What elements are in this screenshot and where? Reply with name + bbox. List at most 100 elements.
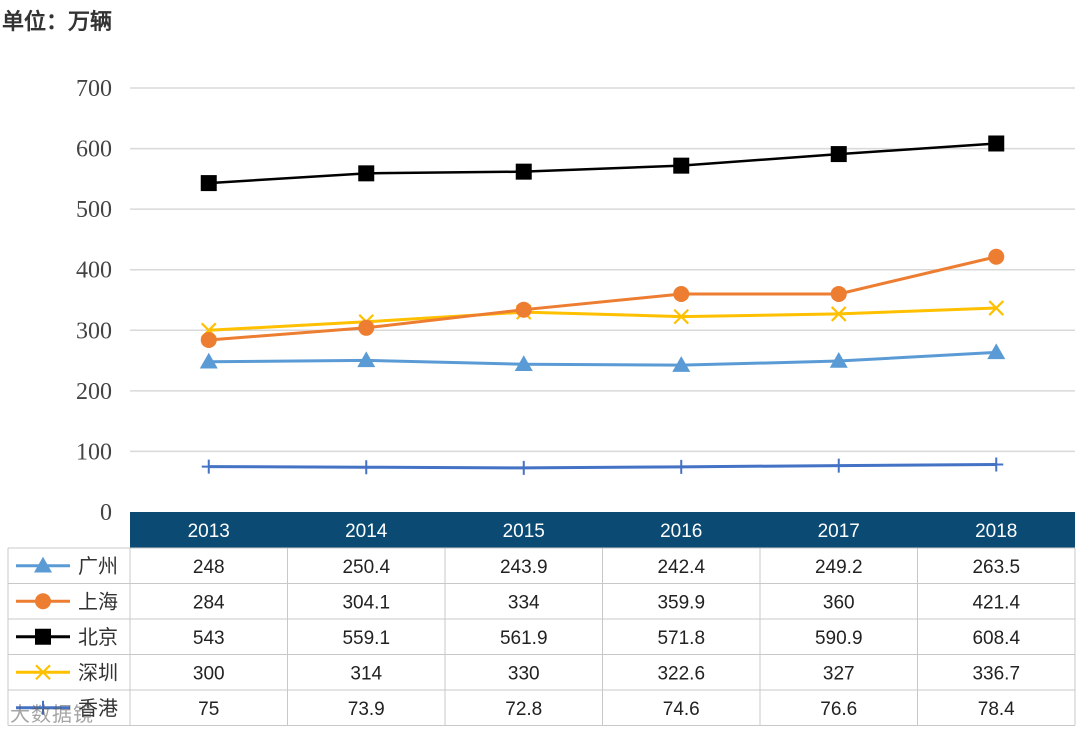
table-row: 上海 284 304.1 334 359.9 360 421.4 [16, 589, 1020, 613]
data-point [515, 163, 532, 180]
table-cell-value: 559.1 [342, 628, 390, 649]
table-cell-value: 248 [193, 557, 225, 578]
table-cell-value: 421.4 [972, 592, 1020, 613]
data-point [36, 700, 50, 715]
data-point [514, 355, 533, 372]
data-point [830, 146, 847, 163]
table-cell-value: 336.7 [972, 663, 1020, 684]
legend-series-name: 深圳 [78, 660, 118, 684]
series-line [208, 142, 997, 185]
data-point [35, 628, 51, 645]
data-point [516, 460, 531, 475]
x-category-label: 2018 [975, 521, 1017, 542]
series-line [208, 306, 997, 332]
table-row: 深圳 300 314 330 322.6 327 336.7 [16, 660, 1020, 684]
legend-series-name: 北京 [78, 625, 118, 649]
data-table: 2013 2014 2015 2016 2017 2018 广州 248 250.4 243.9 2… [7, 512, 1076, 726]
table-cell-value: 284 [193, 592, 225, 613]
table-cell-value: 334 [508, 592, 540, 613]
data-point [672, 356, 691, 372]
series-0 [199, 343, 1006, 372]
data-point [989, 457, 1004, 472]
data-point [987, 343, 1006, 360]
table-cell-value: 78.4 [978, 699, 1015, 720]
y-tick-label: 400 [76, 258, 112, 284]
table-cell-value: 243.9 [500, 557, 548, 578]
table-cell-value: 75 [198, 699, 219, 720]
table-cell-value: 250.4 [342, 557, 390, 578]
series-line [208, 350, 997, 367]
data-point [988, 248, 1005, 265]
table-cell-value: 242.4 [657, 557, 705, 578]
data-point [830, 306, 847, 322]
data-point [201, 459, 216, 474]
table-cell-value: 608.4 [972, 628, 1020, 649]
table-cell-value: 543 [193, 628, 225, 649]
y-tick-label: 500 [76, 197, 112, 223]
x-category-label: 2016 [660, 521, 702, 542]
data-point [35, 664, 51, 681]
data-point [35, 593, 51, 610]
series-line [208, 255, 997, 342]
table-cell-value: 72.8 [505, 699, 542, 720]
data-point [359, 460, 374, 475]
legend-series-name: 上海 [78, 589, 118, 613]
table-cell-value: 360 [823, 592, 855, 613]
table-row: 北京 543 559.1 561.9 571.8 590.9 608.4 [16, 625, 1020, 649]
table-cell-value: 571.8 [657, 628, 705, 649]
table-cell-value: 330 [508, 663, 540, 684]
data-point [829, 352, 848, 368]
table-row: 广州 248 250.4 243.9 242.4 249.2 263.5 [16, 554, 1020, 578]
table-cell-value: 590.9 [815, 628, 863, 649]
series-2 [200, 135, 1005, 192]
table-cell-value: 304.1 [342, 592, 390, 613]
table-header-band [130, 512, 1075, 548]
data-point [831, 458, 846, 473]
data-point [515, 301, 532, 318]
series-4 [201, 457, 1004, 475]
table-cell-value: 327 [823, 663, 855, 684]
data-point [830, 285, 847, 302]
y-tick-label: 300 [76, 318, 112, 344]
data-point [200, 331, 217, 348]
table-cell-value: 74.6 [663, 699, 700, 720]
data-point [673, 157, 690, 174]
y-tick-label: 600 [76, 137, 112, 163]
legend-series-name: 广州 [78, 554, 118, 578]
table-row: 香港 75 73.9 72.8 74.6 76.6 78.4 [16, 696, 1015, 720]
data-point [358, 165, 375, 182]
data-point [199, 352, 218, 369]
x-category-label: 2014 [345, 521, 388, 542]
table-cell-value: 76.6 [820, 699, 857, 720]
table-cell-value: 314 [350, 663, 382, 684]
y-tick-label: 200 [76, 379, 112, 405]
x-category-label: 2017 [818, 521, 860, 542]
y-axis-ticks: 0 100 200 300 400 500 600 700 [76, 76, 112, 526]
table-cell-value: 300 [193, 663, 225, 684]
table-cell-value: 322.6 [657, 663, 705, 684]
data-point [988, 300, 1005, 316]
data-point [357, 351, 376, 368]
table-cell-value: 73.9 [348, 699, 385, 720]
table-cell-value: 249.2 [815, 557, 863, 578]
y-tick-label: 0 [100, 500, 112, 526]
series-line [208, 463, 997, 470]
y-tick-label: 100 [76, 439, 112, 465]
table-cell-value: 263.5 [972, 557, 1020, 578]
table-cell-value: 561.9 [500, 628, 548, 649]
series-1 [200, 248, 1005, 348]
grid-lines [130, 87, 1075, 453]
table-cell-value: 359.9 [657, 592, 705, 613]
x-category-label: 2013 [188, 521, 230, 542]
unit-label: 单位：万辆 [2, 10, 113, 35]
legend-series-name: 香港 [78, 696, 118, 720]
watermark: 大数据镜 [10, 702, 94, 726]
series-lines [199, 135, 1006, 475]
data-point [673, 308, 690, 325]
data-point [358, 319, 375, 336]
data-point [674, 459, 689, 474]
x-category-label: 2015 [503, 521, 545, 542]
data-point [34, 556, 52, 573]
data-point [200, 175, 217, 192]
